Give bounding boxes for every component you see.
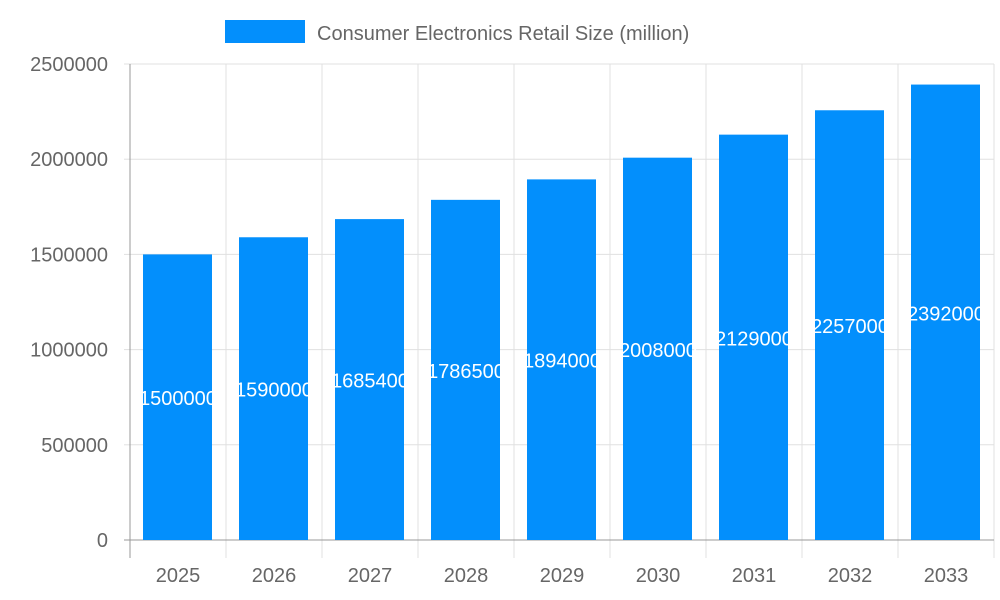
legend-swatch — [225, 20, 305, 43]
x-tick-label: 2027 — [348, 565, 393, 587]
y-tick-label: 2500000 — [30, 54, 108, 76]
bar — [911, 84, 980, 540]
bar — [239, 237, 308, 540]
y-tick-label: 2000000 — [30, 149, 108, 171]
data-label: 1786500 — [427, 361, 505, 383]
data-label: 1590000 — [235, 380, 313, 402]
data-label: 2129000 — [715, 328, 793, 350]
x-tick-label: 2028 — [444, 565, 489, 587]
data-label: 2257000 — [811, 316, 889, 338]
bar — [719, 134, 788, 540]
data-label: 1894000 — [523, 351, 601, 373]
data-label: 2008000 — [619, 340, 697, 362]
x-tick-label: 2025 — [156, 565, 201, 587]
x-tick-label: 2026 — [252, 565, 297, 587]
bar — [815, 110, 884, 540]
data-label: 2392000 — [907, 303, 985, 325]
y-tick-label: 1500000 — [30, 244, 108, 266]
bar — [623, 157, 692, 540]
x-tick-label: 2033 — [924, 565, 969, 587]
bar — [527, 179, 596, 541]
x-tick-label: 2029 — [540, 565, 585, 587]
bar — [335, 219, 404, 540]
y-tick-label: 1000000 — [30, 340, 108, 362]
x-tick-label: 2031 — [732, 565, 777, 587]
y-tick-label: 0 — [97, 530, 108, 552]
bar — [143, 254, 212, 540]
y-tick-label: 500000 — [41, 435, 108, 457]
bar — [431, 199, 500, 540]
x-tick-label: 2030 — [636, 565, 681, 587]
x-tick-label: 2032 — [828, 565, 873, 587]
legend-label: Consumer Electronics Retail Size (millio… — [317, 23, 689, 45]
data-label: 1500000 — [139, 388, 217, 410]
data-label: 1685400 — [331, 371, 409, 393]
